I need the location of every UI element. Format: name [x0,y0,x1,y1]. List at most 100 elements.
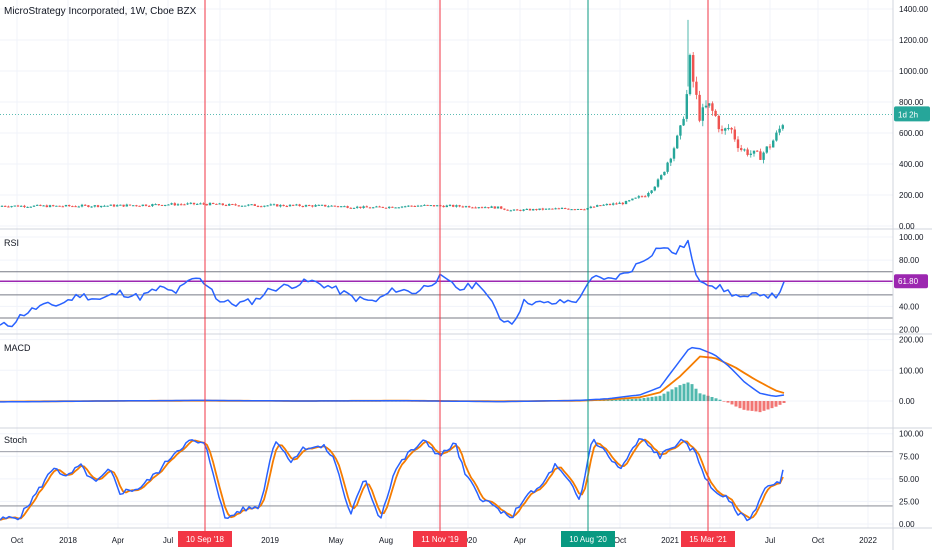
candle-body [628,200,631,202]
candle-body [442,205,445,208]
candle-body [567,208,570,210]
candle-body [420,205,423,207]
candle-body [144,204,148,206]
candle-body [304,205,308,207]
candle-body [541,208,544,210]
candle-body [202,203,205,205]
macd-histogram-bar [754,401,758,412]
candle-body [740,148,743,150]
macd-histogram-bar [606,400,610,401]
candle-body [330,205,333,207]
macd-histogram-bar [654,396,658,401]
price-tick-label: 0.00 [899,222,915,231]
candle-body [285,206,288,208]
event-markers[interactable]: 10 Sep '18 11 Nov '19 10 Aug '20 15 Mar '21 [178,0,735,547]
candle-body [554,208,557,210]
candle-body [77,206,80,208]
candle-body [538,208,541,211]
macd-histogram-bar [766,401,770,410]
candle-body [592,206,596,208]
candle-body [292,204,295,206]
candle-body [80,204,84,207]
candle-body [71,206,74,208]
price-tick-label: 400.00 [899,160,924,169]
macd-histogram-bar [634,398,638,401]
macd-histogram-bar [618,399,622,401]
candle-body [436,205,439,207]
macd-histogram-bar [714,398,718,401]
candle-body [272,204,276,206]
time-tick-label: Oct [614,536,627,545]
candle-body [90,206,93,208]
candle-body [20,205,23,207]
candle-body [180,204,183,206]
candle-body [548,208,551,210]
macd-histogram-bar [770,401,774,409]
candle-body [580,208,583,210]
candle-body [263,205,266,207]
macd-histogram-bar [690,384,694,401]
stoch-tick-label: 0.00 [899,520,915,529]
rsi-level-label: 61.80 [898,277,919,286]
time-scale[interactable]: Oct 2018 Apr Jul 2019 May Aug 2020 Apr Oct 2021 Jul… [11,536,878,545]
candle-body [525,208,528,210]
candle-body [256,205,260,207]
candle-body [490,206,493,208]
candle-body [468,206,471,208]
candle-body [346,206,349,208]
candle-body [368,207,372,209]
candle-body [32,205,36,207]
candle-body [58,205,61,207]
macd-histogram-bar [662,393,666,401]
candle-body [596,205,599,207]
candle-body [317,204,320,206]
price-scale[interactable]: 1400.00 1200.00 1000.00 800.00 600.00 400.00 2… [894,5,930,529]
candle-body [148,205,151,207]
candle-body [637,196,640,198]
candle-body [647,193,650,197]
candle-body [349,207,352,209]
stoch-k-line [0,438,784,522]
rsi-tick-label: 20.00 [899,326,920,335]
candle-body [10,206,13,208]
candle-body [340,206,343,208]
candle-body [116,205,119,207]
time-tick-label: Apr [514,536,527,545]
candle-body [416,205,420,207]
candle-body [461,206,464,208]
candle-body [125,204,128,207]
macd-histogram-bar [746,401,750,411]
candle-body [208,202,212,206]
candle-body [640,196,644,198]
stoch-pane-label: Stoch [4,435,28,445]
candle-body [464,206,468,208]
candle-body [119,204,122,206]
candle-body [426,204,429,206]
indicator-bands [0,114,893,507]
time-tick-label: Apr [112,536,125,545]
candle-body [516,209,519,211]
macd-histogram-bar [686,382,690,401]
stoch-tick-label: 50.00 [899,475,920,484]
stoch-series [0,438,784,522]
candle-body [48,205,52,208]
candle-body [432,205,436,207]
candle-body [400,206,404,208]
time-tick-label: Jul [163,536,173,545]
macd-histogram-bar [750,401,754,411]
candle-body [669,158,672,163]
event-marker-label: 10 Aug '20 [569,535,607,544]
candle-body [324,204,327,207]
candle-body [512,209,516,211]
candle-body [560,208,564,210]
price-tick-label: 600.00 [899,129,924,138]
stoch-tick-label: 100.00 [899,430,924,439]
candle-body [532,209,535,211]
candle-body [768,146,772,148]
candle-body [320,204,324,206]
time-tick-label: Oct [11,536,24,545]
candle-body [308,205,311,207]
macd-histogram-bar [774,401,778,407]
candle-body [93,205,96,207]
